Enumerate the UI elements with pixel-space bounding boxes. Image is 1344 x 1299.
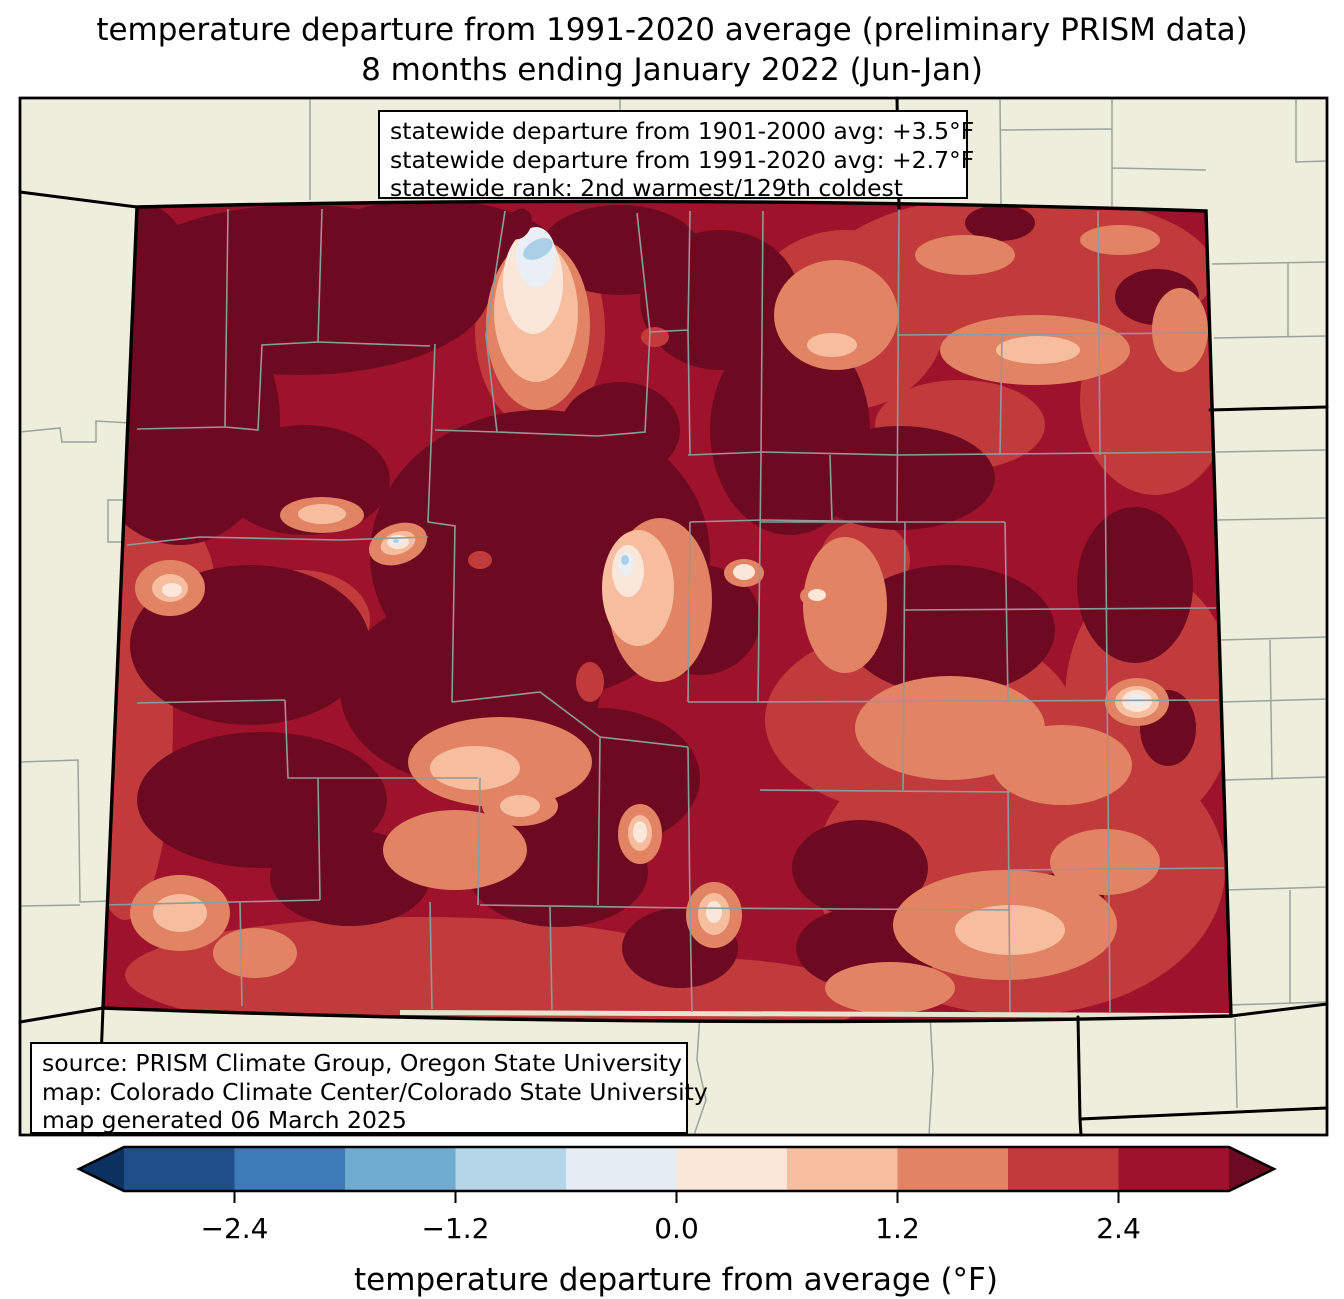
figure-title: temperature departure from 1991-2020 ave… [0,10,1344,90]
colorbar-tick-marks [233,1191,1120,1203]
colorbar-tick-label-0: −2.4 [201,1212,269,1245]
stats-line-3: statewide rank: 2nd warmest/129th coldes… [390,174,903,202]
colorbar-segments [124,1147,1229,1191]
stats-line-1: statewide departure from 1901-2000 avg: … [390,117,975,145]
colorbar-over-arrow [1229,1147,1274,1191]
stats-line-2: statewide departure from 1991-2020 avg: … [390,145,975,174]
colorado-state-border [101,199,1233,1024]
contour-level-blue [393,238,629,565]
colorbar-tick-label-1: −1.2 [422,1212,490,1245]
colorbar-under-arrow [79,1147,124,1191]
colorbar: −2.4 −1.2 0.0 1.2 2.4 temperature depart… [76,1145,1277,1298]
title-line-2: 8 months ending January 2022 (Jun-Jan) [361,52,983,88]
colorbar-tick-label-3: 1.2 [875,1212,920,1245]
colorado-contour-fill [103,201,1231,1022]
colorbar-tick-label-2: 0.0 [654,1212,699,1245]
neighbor-county-lines [19,98,1328,1136]
source-box: source: PRISM Climate Group, Oregon Stat… [30,1042,708,1134]
title-line-1: temperature departure from 1991-2020 ave… [96,12,1248,48]
colorbar-tick-label-4: 2.4 [1096,1212,1141,1245]
stats-box: statewide departure from 1901-2000 avg: … [378,110,975,202]
source-line-3: map generated 06 March 2025 [42,1106,407,1134]
source-line-1: source: PRISM Climate Group, Oregon Stat… [42,1049,682,1077]
colorbar-outline [76,1145,1277,1193]
contour-level-salmon [130,225,1208,1014]
source-line-2: map: Colorado Climate Center/Colorado St… [42,1077,708,1106]
colorbar-axis-label: temperature departure from average (°F) [354,1262,998,1298]
contour-accents [400,208,1229,1018]
colorado-county-lines [103,208,1225,1013]
